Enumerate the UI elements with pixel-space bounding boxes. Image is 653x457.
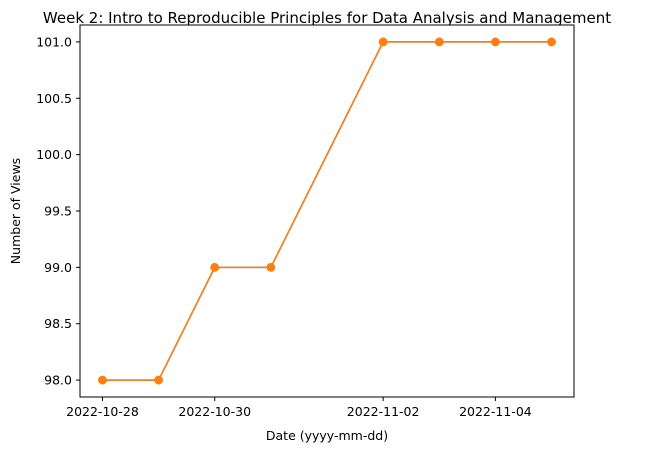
data-point-2022-10-28 (98, 375, 107, 385)
chart-title: Week 2: Intro to Reproducible Principles… (43, 9, 611, 27)
y-tick-label: 99.5 (44, 204, 72, 219)
y-tick-label: 98.5 (44, 316, 72, 331)
y-axis-label: Number of Views (8, 158, 23, 264)
x-axis: 2022-10-28 2022-10-30 2022-11-02 2022-11-04 (66, 397, 532, 419)
data-point-2022-10-29 (154, 375, 164, 385)
x-tick-label: 2022-10-30 (178, 404, 251, 419)
y-tick-label: 101.0 (36, 34, 72, 49)
data-point-2022-11-02 (378, 37, 388, 47)
y-tick-label: 98.0 (44, 373, 72, 388)
y-axis: 98.0 98.5 99.0 99.5 100.0 100.5 101.0 (36, 34, 80, 388)
x-tick-label: 2022-10-28 (66, 404, 139, 419)
y-tick-label: 99.0 (44, 260, 72, 275)
series-layer (98, 37, 556, 385)
data-point-2022-11-03 (434, 37, 444, 47)
plot-area (79, 24, 575, 398)
y-tick-label: 100.0 (36, 147, 72, 162)
data-point-2022-10-30 (210, 262, 220, 272)
data-point-2022-11-04 (490, 37, 500, 47)
x-axis-label: Date (yyyy-mm-dd) (266, 428, 388, 443)
data-point-2022-11-05 (547, 37, 556, 47)
x-tick-label: 2022-11-02 (347, 404, 420, 419)
data-point-2022-10-31 (266, 262, 276, 272)
y-tick-label: 100.5 (36, 91, 72, 106)
series-line (102, 41, 552, 381)
x-tick-label: 2022-11-04 (459, 404, 532, 419)
